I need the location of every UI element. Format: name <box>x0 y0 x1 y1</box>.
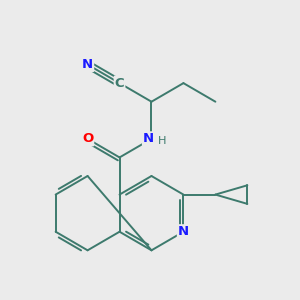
Text: N: N <box>143 132 154 146</box>
Text: N: N <box>82 58 93 71</box>
Text: C: C <box>115 76 124 90</box>
Text: O: O <box>82 132 93 146</box>
Text: N: N <box>178 225 189 238</box>
Text: H: H <box>158 136 166 146</box>
